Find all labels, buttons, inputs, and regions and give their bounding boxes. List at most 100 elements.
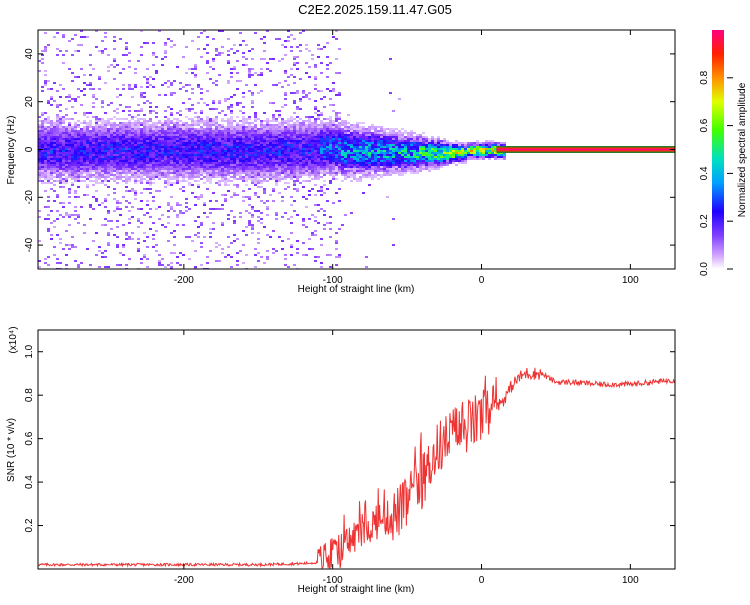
- heatmap-cell: [164, 120, 167, 122]
- heatmap-cell: [143, 76, 146, 78]
- heatmap-cell: [140, 152, 143, 154]
- heatmap-cell: [299, 140, 302, 142]
- heatmap-cell: [242, 64, 245, 66]
- heatmap-cell: [359, 176, 362, 178]
- heatmap-cell: [323, 122, 326, 124]
- heatmap-cell: [104, 138, 107, 140]
- heatmap-cell: [167, 184, 170, 186]
- heatmap-cell: [236, 144, 239, 146]
- heatmap-cell: [146, 42, 149, 44]
- heatmap-cell: [416, 172, 419, 174]
- heatmap-cell: [326, 168, 329, 170]
- heatmap-cell: [209, 166, 212, 168]
- heatmap-cell: [125, 238, 128, 240]
- heatmap-cell: [209, 154, 212, 156]
- heatmap-cell: [407, 154, 410, 156]
- heatmap-cell: [188, 184, 191, 186]
- heatmap-cell: [98, 88, 101, 90]
- heatmap-cell: [185, 198, 188, 200]
- heatmap-cell: [251, 154, 254, 156]
- heatmap-cell: [245, 184, 248, 186]
- heatmap-cell: [212, 148, 215, 150]
- heatmap-cell: [59, 144, 62, 146]
- heatmap-cell: [380, 170, 383, 172]
- heatmap-cell: [260, 156, 263, 158]
- heatmap-cell: [107, 140, 110, 142]
- heatmap-cell: [101, 136, 104, 138]
- heatmap-cell: [176, 140, 179, 142]
- heatmap-cell: [305, 130, 308, 132]
- heatmap-cell: [155, 70, 158, 72]
- heatmap-cell: [410, 130, 413, 132]
- heatmap-cell: [320, 150, 323, 152]
- heatmap-cell: [296, 154, 299, 156]
- heatmap-cell: [122, 156, 125, 158]
- heatmap-cell: [314, 216, 317, 218]
- heatmap-cell: [44, 122, 47, 124]
- heatmap-cell: [350, 144, 353, 146]
- heatmap-cell: [47, 140, 50, 142]
- heatmap-cell: [302, 120, 305, 122]
- heatmap-cell: [197, 216, 200, 218]
- heatmap-cell: [209, 174, 212, 176]
- heatmap-cell: [41, 158, 44, 160]
- heatmap-cell: [38, 132, 41, 134]
- heatmap-cell: [257, 160, 260, 162]
- heatmap-cell: [71, 126, 74, 128]
- heatmap-cell: [83, 176, 86, 178]
- heatmap-cell: [173, 166, 176, 168]
- heatmap-cell: [101, 256, 104, 258]
- heatmap-cell: [113, 128, 116, 130]
- heatmap-cell: [74, 156, 77, 158]
- heatmap-cell: [365, 160, 368, 162]
- heatmap-cell: [68, 196, 71, 198]
- heatmap-cell: [347, 134, 350, 136]
- heatmap-cell: [215, 126, 218, 128]
- heatmap-cell: [392, 140, 395, 142]
- heatmap-cell: [137, 248, 140, 250]
- heatmap-cell: [191, 92, 194, 94]
- heatmap-cell: [131, 88, 134, 90]
- heatmap-cell: [206, 122, 209, 124]
- heatmap-cell: [128, 218, 131, 220]
- heatmap-cell: [149, 180, 152, 182]
- heatmap-cell: [122, 148, 125, 150]
- heatmap-cell: [227, 144, 230, 146]
- heatmap-cell: [110, 156, 113, 158]
- heatmap-cell: [242, 162, 245, 164]
- heatmap-cell: [290, 118, 293, 120]
- heatmap-cell: [53, 254, 56, 256]
- heatmap-cell: [68, 164, 71, 166]
- heatmap-cell: [101, 134, 104, 136]
- heatmap-cell: [296, 68, 299, 70]
- heatmap-cell: [143, 166, 146, 168]
- heatmap-cell: [440, 160, 443, 162]
- heatmap-cell: [302, 254, 305, 256]
- heatmap-cell: [152, 154, 155, 156]
- heatmap-cell: [248, 220, 251, 222]
- heatmap-cell: [284, 152, 287, 154]
- heatmap-cell: [281, 152, 284, 154]
- heatmap-cell: [128, 130, 131, 132]
- heatmap-cell: [398, 168, 401, 170]
- heatmap-cell: [188, 130, 191, 132]
- heatmap-cell: [200, 140, 203, 142]
- heatmap-cell: [368, 176, 371, 178]
- heatmap-cell: [410, 162, 413, 164]
- heatmap-cell: [296, 144, 299, 146]
- heatmap-cell: [245, 44, 248, 46]
- heatmap-cell: [200, 146, 203, 148]
- heatmap-cell: [152, 200, 155, 202]
- heatmap-cell: [287, 118, 290, 120]
- heatmap-cell: [128, 236, 131, 238]
- heatmap-cell: [161, 58, 164, 60]
- heatmap-cell: [158, 162, 161, 164]
- heatmap-cell: [125, 106, 128, 108]
- heatmap-cell: [293, 38, 296, 40]
- heatmap-cell: [314, 194, 317, 196]
- heatmap-cell: [248, 158, 251, 160]
- heatmap-cell: [125, 136, 128, 138]
- heatmap-cell: [422, 168, 425, 170]
- heatmap-cell: [263, 146, 266, 148]
- heatmap-cell: [104, 168, 107, 170]
